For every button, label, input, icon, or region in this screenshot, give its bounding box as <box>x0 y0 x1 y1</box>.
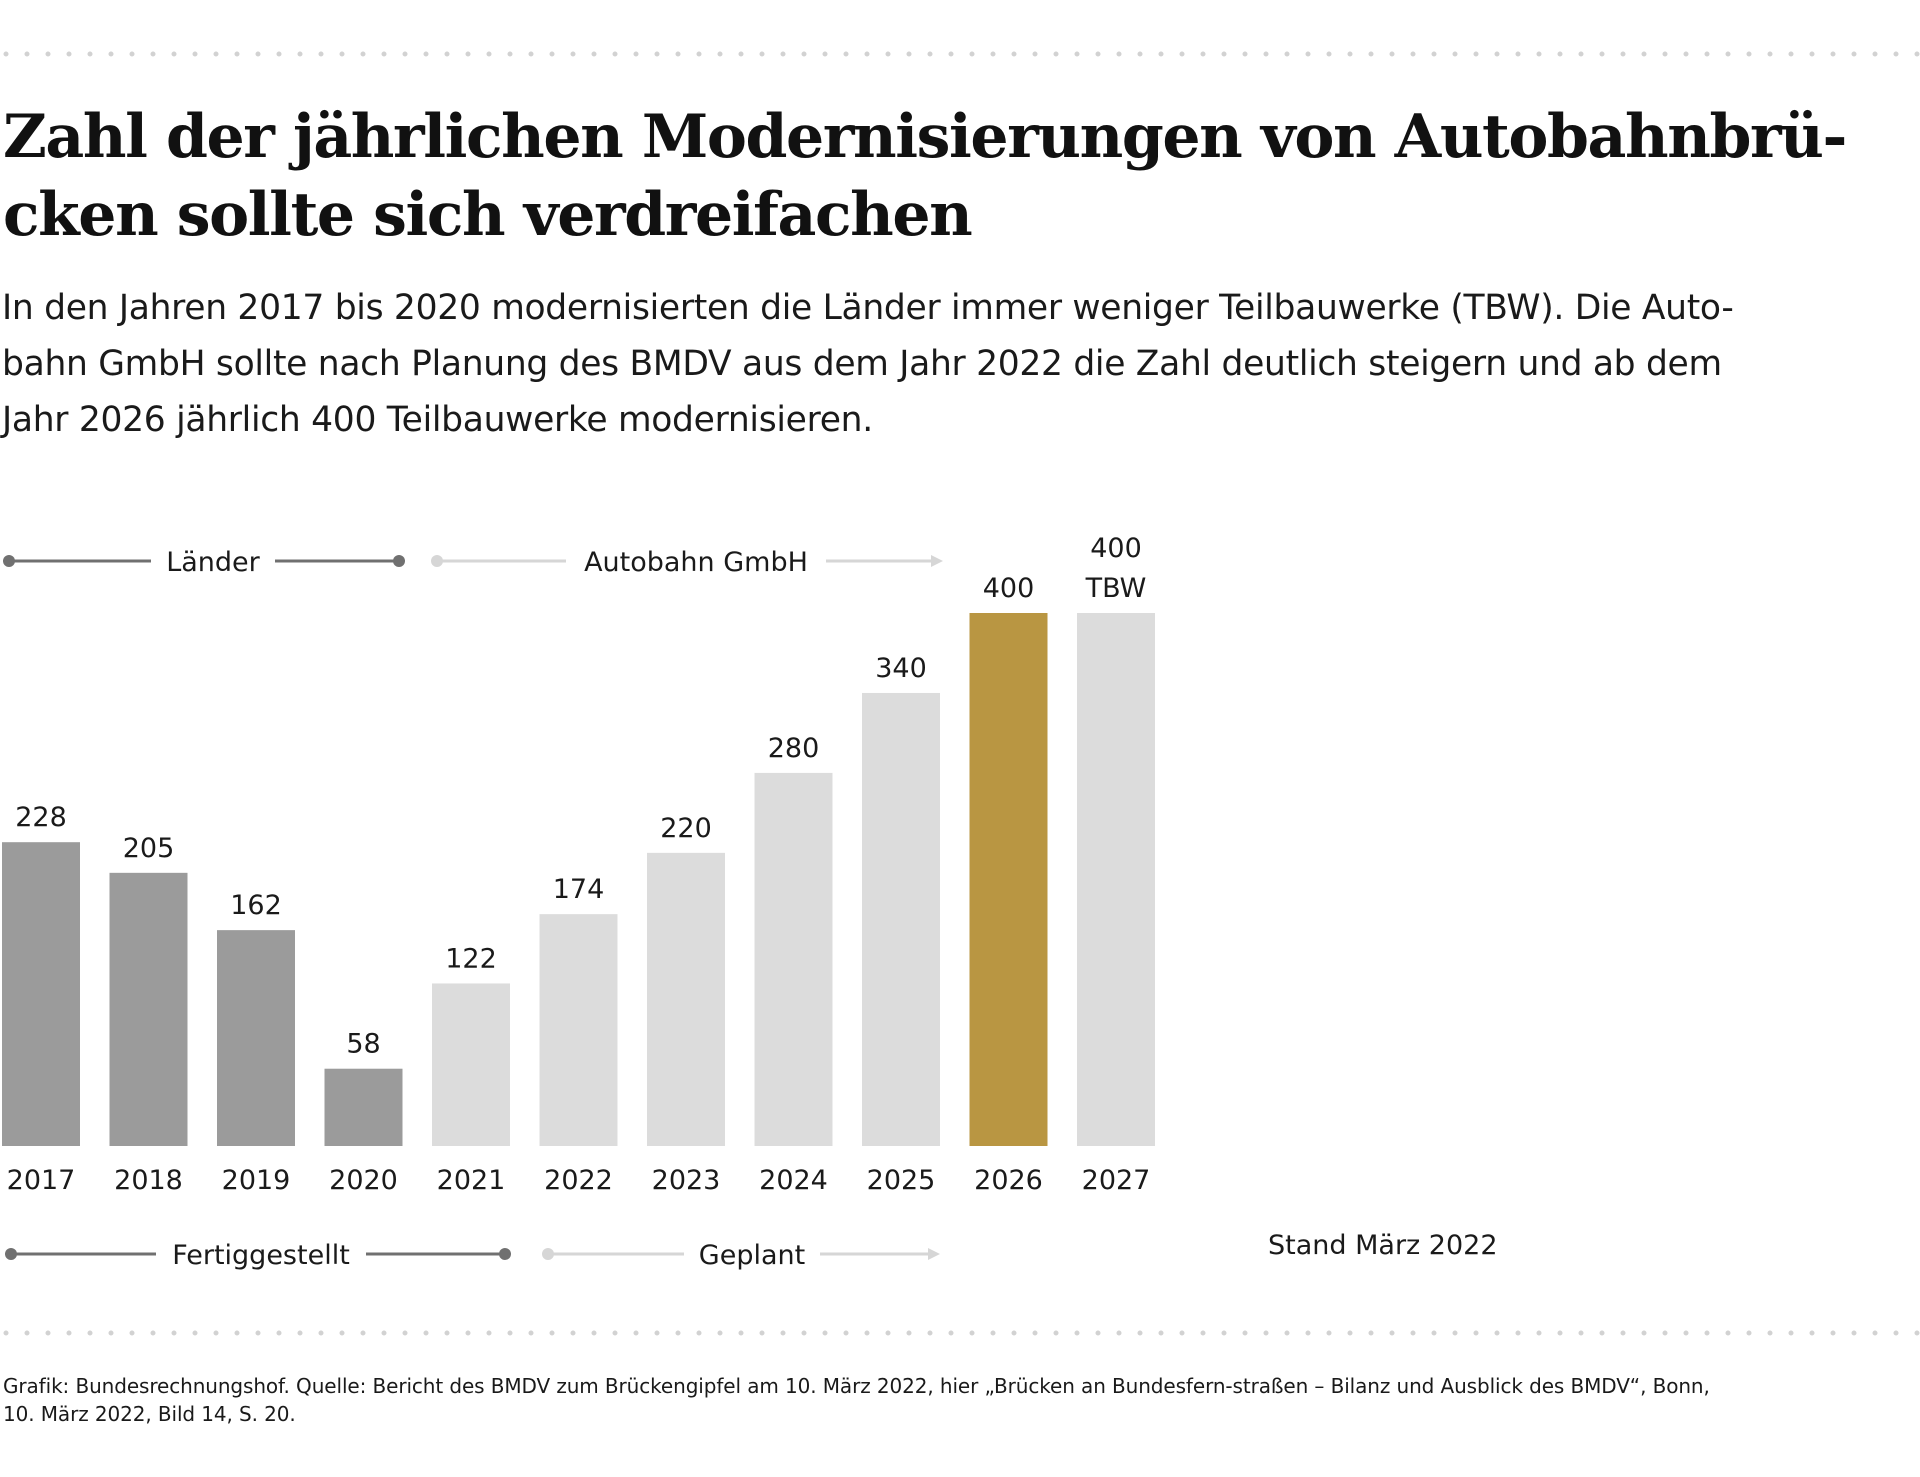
x-tick-label-2027: 2027 <box>1082 1165 1151 1196</box>
source-line: Grafik: Bundesrechnungshof. Quelle: Beri… <box>3 1374 1710 1398</box>
bracket-fertiggestellt-start-dot <box>5 1248 17 1260</box>
bar-2023 <box>647 852 725 1146</box>
chart-subtitle: In den Jahren 2017 bis 2020 modernisiert… <box>2 280 1902 448</box>
bar-chart: 228 2017 205 2018 162 2019 58 2020 122 2021 174 202… <box>2 533 1155 1271</box>
x-tick-label-2025: 2025 <box>867 1165 936 1196</box>
bar-2027 <box>1077 613 1155 1146</box>
bracket-autobahn-gmbh-start-dot <box>431 555 443 567</box>
bar-2019 <box>217 930 295 1146</box>
bar-2018 <box>109 872 188 1146</box>
bar-2022 <box>539 914 618 1146</box>
x-tick-label-2023: 2023 <box>652 1165 721 1196</box>
bracket-fertiggestellt-end-dot <box>499 1248 511 1260</box>
data-label-2018: 205 <box>123 833 175 864</box>
x-tick-label-2021: 2021 <box>437 1165 506 1196</box>
bracket-geplant-start-dot <box>542 1248 554 1260</box>
data-label-2021: 122 <box>445 943 497 974</box>
data-label-2020: 58 <box>346 1029 380 1060</box>
data-label-2023: 220 <box>660 813 712 844</box>
subtitle-line: In den Jahren 2017 bis 2020 modernisiert… <box>2 288 1734 328</box>
chart-title-line: cken sollte sich verdreifachen <box>3 180 973 250</box>
bar-2021 <box>432 983 510 1146</box>
stand-date-note: Stand März 2022 <box>1268 1230 1498 1261</box>
data-label-2019: 162 <box>230 890 282 921</box>
x-tick-label-2017: 2017 <box>7 1165 76 1196</box>
bracket-laender-label: Länder <box>166 547 260 578</box>
bar-2024 <box>754 772 833 1146</box>
bracket-autobahn-gmbh-arrow <box>931 555 943 567</box>
bottom-dotted-divider <box>3 1330 1920 1336</box>
bar-2017 <box>2 842 80 1146</box>
x-tick-label-2026: 2026 <box>974 1165 1043 1196</box>
data-label-2017: 228 <box>15 802 67 833</box>
bracket-geplant-label: Geplant <box>699 1240 805 1271</box>
data-label-2025: 340 <box>875 653 927 684</box>
subtitle-line: Jahr 2026 jährlich 400 Teilbauwerke mode… <box>2 400 873 440</box>
source-note: Grafik: Bundesrechnungshof. Quelle: Beri… <box>3 1372 1903 1428</box>
data-label-2022: 174 <box>553 874 605 905</box>
bar-2026 <box>969 613 1048 1146</box>
data-label-2024: 280 <box>768 733 820 764</box>
x-tick-label-2019: 2019 <box>222 1165 291 1196</box>
unit-label: TBW <box>1085 573 1147 604</box>
bar-2025 <box>862 692 940 1146</box>
subtitle-line: bahn GmbH sollte nach Planung des BMDV a… <box>2 344 1722 384</box>
chart-title: Zahl der jährlichen Modernisierungen von… <box>3 98 1903 254</box>
bracket-laender-end-dot <box>393 555 405 567</box>
source-line: 10. März 2022, Bild 14, S. 20. <box>3 1402 296 1426</box>
data-label-2026: 400 <box>983 573 1035 604</box>
data-label-2027: 400 <box>1090 533 1142 564</box>
bracket-autobahn-gmbh-label: Autobahn GmbH <box>584 547 808 578</box>
top-dotted-divider <box>3 51 1920 57</box>
bracket-fertiggestellt-label: Fertiggestellt <box>172 1240 350 1271</box>
bracket-laender-start-dot <box>3 555 15 567</box>
x-tick-label-2018: 2018 <box>114 1165 183 1196</box>
bar-2020 <box>324 1068 403 1146</box>
x-tick-label-2020: 2020 <box>329 1165 398 1196</box>
x-tick-label-2024: 2024 <box>759 1165 828 1196</box>
x-tick-label-2022: 2022 <box>544 1165 613 1196</box>
bracket-geplant-arrow <box>928 1248 940 1260</box>
chart-title-line: Zahl der jährlichen Modernisierungen von… <box>3 102 1847 172</box>
